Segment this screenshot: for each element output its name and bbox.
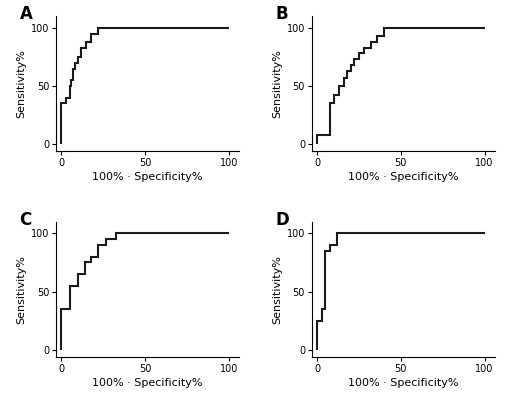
Y-axis label: Sensitivity%: Sensitivity% <box>17 49 26 118</box>
Y-axis label: Sensitivity%: Sensitivity% <box>272 49 282 118</box>
X-axis label: 100% · Specificity%: 100% · Specificity% <box>92 378 203 388</box>
Text: D: D <box>275 211 289 229</box>
X-axis label: 100% · Specificity%: 100% · Specificity% <box>92 172 203 182</box>
Text: A: A <box>19 5 33 23</box>
Y-axis label: Sensitivity%: Sensitivity% <box>272 255 282 324</box>
X-axis label: 100% · Specificity%: 100% · Specificity% <box>348 172 458 182</box>
Text: C: C <box>19 211 32 229</box>
Y-axis label: Sensitivity%: Sensitivity% <box>17 255 26 324</box>
X-axis label: 100% · Specificity%: 100% · Specificity% <box>348 378 458 388</box>
Text: B: B <box>275 5 288 23</box>
